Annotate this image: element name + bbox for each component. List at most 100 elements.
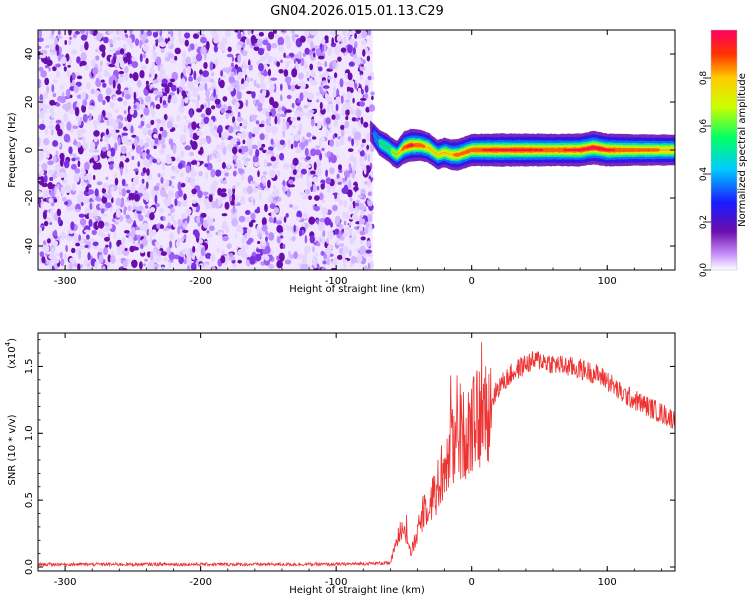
noise-speck (73, 33, 77, 38)
noise-speck (227, 163, 231, 169)
noise-speck (195, 53, 203, 62)
x-tick-label: -300 (54, 577, 77, 588)
noise-speck (131, 56, 136, 62)
noise-speck (51, 30, 55, 35)
noise-speck (73, 232, 77, 238)
noise-speck (329, 167, 335, 175)
spectrogram-y-axis: -40 -20 0 20 40 (24, 48, 675, 254)
noise-speck (80, 52, 87, 62)
noise-speck (241, 119, 248, 127)
noise-speck (42, 240, 47, 246)
noise-speck (352, 97, 355, 104)
noise-speck (206, 135, 212, 144)
noise-speck (364, 93, 369, 99)
noise-speck (159, 72, 165, 77)
signal-track (370, 120, 675, 171)
noise-speck (121, 33, 126, 41)
noise-speck (290, 116, 297, 122)
noise-speck (286, 189, 291, 198)
noise-speck (149, 66, 155, 76)
noise-speck (163, 196, 168, 206)
noise-speck (84, 229, 91, 233)
noise-speck (276, 260, 284, 269)
noise-speck (143, 186, 147, 191)
noise-speck (71, 49, 78, 55)
noise-speck (38, 151, 44, 160)
noise-speck (146, 228, 150, 236)
noise-speck (313, 108, 317, 114)
noise-speck (299, 111, 306, 117)
noise-speck (236, 196, 239, 200)
noise-speck (53, 212, 59, 222)
noise-speck (103, 136, 109, 143)
noise-speck (252, 188, 258, 194)
noise-speck (59, 172, 66, 178)
colorbar: 0.0 0.2 0.4 0.6 0.8 Normalized spectral ampl… (699, 29, 748, 277)
noise-speck (85, 64, 89, 71)
noise-speck (90, 162, 94, 167)
noise-speck (176, 155, 181, 164)
noise-speck (178, 38, 185, 44)
noise-speck (68, 146, 73, 154)
noise-speck (50, 208, 54, 217)
noise-speck (292, 206, 299, 210)
noise-speck (82, 135, 86, 145)
noise-speck (49, 51, 56, 55)
noise-speck (339, 243, 344, 247)
noise-speck (206, 230, 210, 234)
noise-speck (85, 82, 91, 90)
noise-speck (231, 82, 238, 87)
noise-speck (167, 190, 174, 199)
noise-speck (92, 216, 99, 220)
noise-speck (63, 253, 67, 261)
noise-speck (146, 181, 149, 189)
noise-speck (314, 149, 322, 156)
noise-speck (143, 208, 146, 215)
noise-speck (202, 191, 209, 196)
noise-speck (357, 254, 363, 263)
noise-speck (147, 129, 153, 136)
noise-speck (84, 207, 88, 215)
noise-speck (259, 82, 266, 89)
noise-speck (359, 163, 365, 167)
x-tick-label: 100 (598, 276, 617, 287)
noise-speck (303, 104, 309, 109)
noise-speck (150, 119, 155, 125)
noise-speck (337, 181, 342, 185)
noise-speck (282, 243, 286, 250)
noise-speck (261, 217, 267, 227)
noise-speck (189, 109, 193, 118)
noise-speck (263, 133, 269, 141)
noise-speck (90, 30, 94, 35)
noise-speck (100, 114, 104, 124)
noise-speck (336, 237, 340, 246)
noise-speck (121, 132, 128, 136)
noise-speck (267, 196, 274, 203)
noise-speck (272, 101, 279, 109)
noise-speck (246, 245, 249, 250)
noise-speck (371, 95, 374, 101)
noise-speck (107, 254, 112, 263)
noise-speck (177, 181, 182, 191)
noise-speck (148, 229, 153, 236)
noise-speck (238, 215, 246, 223)
noise-speck (258, 191, 262, 201)
noise-speck (292, 235, 296, 242)
noise-speck (247, 141, 253, 149)
spectrogram-y-label: Frequency (Hz) (7, 112, 18, 188)
noise-speck (88, 148, 95, 153)
noise-speck (38, 78, 42, 89)
noise-speck (363, 265, 368, 270)
noise-speck (103, 71, 110, 78)
noise-speck (359, 101, 365, 107)
noise-speck (183, 233, 187, 240)
noise-speck (149, 233, 153, 242)
noise-speck (125, 165, 128, 174)
noise-speck (184, 220, 188, 227)
noise-speck (236, 91, 242, 100)
noise-speck (297, 82, 302, 87)
noise-speck (326, 248, 331, 258)
noise-speck (73, 173, 80, 183)
noise-speck (134, 247, 139, 251)
noise-speck (226, 243, 232, 250)
